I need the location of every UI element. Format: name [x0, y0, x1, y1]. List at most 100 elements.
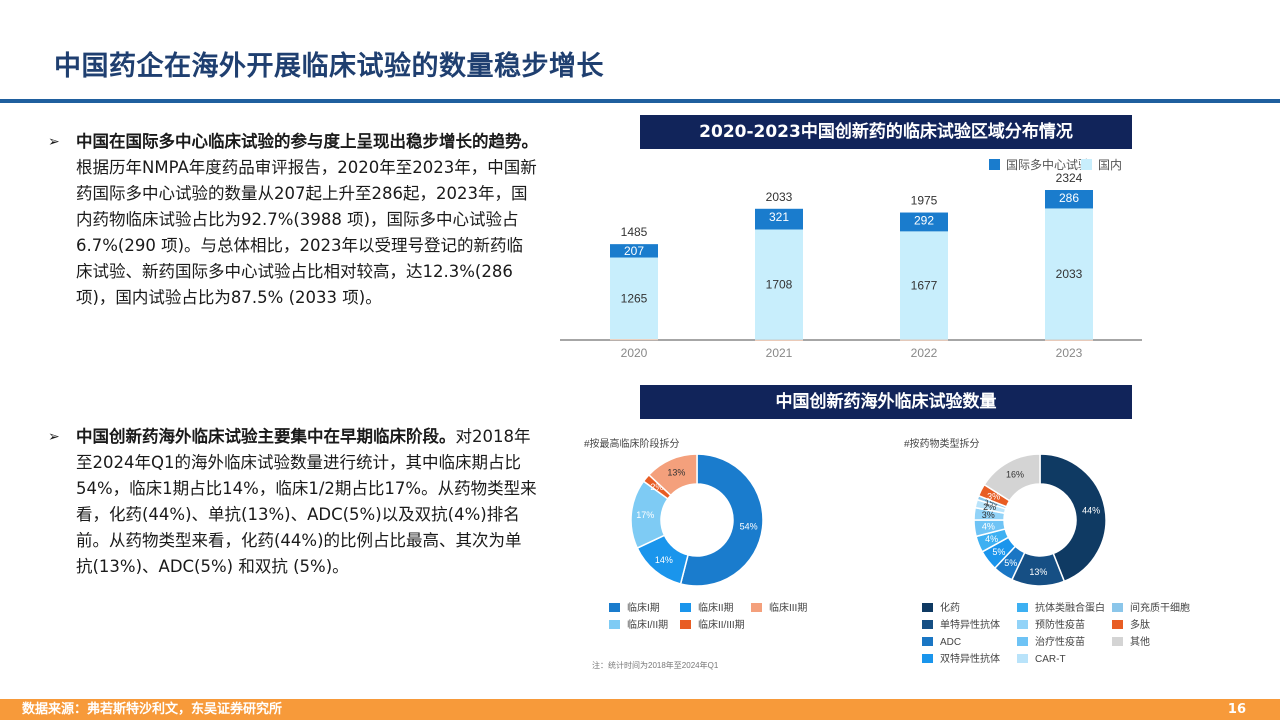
bar-segment: [1045, 208, 1093, 340]
paragraph-trials-trend: ➢ 中国在国际多中心临床试验的参与度上呈现出稳步增长的趋势。根据历年NMPA年度…: [48, 129, 538, 311]
legend-swatch: [1081, 159, 1092, 170]
legend-swatch: [1017, 637, 1028, 646]
data-label: 292: [914, 214, 934, 228]
legend-swatch: [1112, 637, 1123, 646]
slice-label: 2%: [650, 482, 663, 492]
paragraph-text: 根据历年NMPA年度药品审评报告，2020年至2023年，中国新药国际多中心试验…: [76, 158, 537, 307]
slice-label: 4%: [985, 534, 998, 544]
total-label: 1485: [621, 225, 648, 239]
legend-swatch: [1112, 620, 1123, 629]
donut-chart-phase: #按最高临床阶段拆分 54% 14% 17% 2% 13% 临床I期 临床II期 临床III期临…: [584, 437, 807, 670]
legend-label: 单特异性抗体: [940, 618, 1000, 631]
slice-label: 54%: [740, 522, 758, 532]
legend-swatch: [1017, 603, 1028, 612]
legend-label: 其他: [1130, 635, 1150, 648]
legend-swatch: [680, 603, 691, 612]
legend-swatch: [1017, 620, 1028, 629]
donut-slice: [983, 453, 1041, 502]
slice-label: 5%: [992, 547, 1005, 557]
data-label: 1265: [621, 291, 648, 305]
bullet-arrow-icon: ➢: [48, 429, 60, 445]
bar-segment: [610, 257, 658, 340]
legend-swatch: [922, 654, 933, 663]
bar-segment: [900, 212, 948, 232]
legend-label: 多肽: [1130, 618, 1150, 631]
legend-label: 国内: [1098, 158, 1122, 172]
legend-swatch: [609, 620, 620, 629]
slice-label: 16%: [1006, 469, 1024, 479]
slice-label: 1%: [985, 497, 998, 507]
stacked-bar-chart: 国际多中心试验国内其他13126520714852020417083212033…: [560, 157, 1142, 360]
legend-label: CAR-T: [1035, 654, 1066, 665]
slice-label: 17%: [636, 510, 654, 520]
legend-label: 临床I期: [627, 601, 660, 614]
legend-label: 化药: [940, 601, 960, 614]
legend-label: 双特异性抗体: [940, 652, 1000, 665]
data-label: 321: [769, 210, 789, 224]
paragraph-body: 中国在国际多中心临床试验的参与度上呈现出稳步增长的趋势。根据历年NMPA年度药品…: [76, 129, 538, 311]
x-tick-label: 2020: [621, 346, 648, 360]
chart1-title-banner: 2020-2023中国创新药的临床试验区域分布情况: [640, 115, 1132, 149]
data-label: 1677: [911, 278, 938, 292]
data-label: 286: [1059, 191, 1079, 205]
slice-label: 4%: [982, 522, 995, 532]
legend-label: 临床III期: [769, 601, 807, 614]
footer-bar: 数据来源：弗若斯特沙利文，东吴证券研究所 16: [0, 699, 1280, 720]
legend-label: 治疗性疫苗: [1035, 635, 1085, 648]
legend-label: 预防性疫苗: [1035, 618, 1085, 631]
slice-label: 14%: [655, 555, 673, 565]
data-label: 207: [624, 244, 644, 258]
bar-segment: [755, 339, 803, 341]
paragraph-body: 中国创新药海外临床试验主要集中在早期临床阶段。对2018年至2024年Q1的海外…: [76, 424, 538, 580]
slice-label: 3%: [982, 510, 995, 520]
title-divider: [0, 99, 1280, 103]
paragraph-lead: 中国创新药海外临床试验主要集中在早期临床阶段。: [76, 427, 456, 446]
bar-segment: [1045, 339, 1093, 341]
donut-subtitle: #按药物类型拆分: [904, 437, 980, 450]
bar-segment: [1045, 190, 1093, 209]
legend-swatch: [922, 620, 933, 629]
paragraph-text: 对2018年至2024年Q1的海外临床试验数量进行统计，其中临床期占比54%，临…: [76, 427, 537, 576]
legend-label: 间充质干细胞: [1130, 601, 1190, 614]
bar-segment: [900, 339, 948, 341]
bullet-arrow-icon: ➢: [48, 134, 60, 150]
legend-swatch: [751, 603, 762, 612]
bar-segment: [610, 244, 658, 258]
chart-note: 注：统计时间为2018年至2024年Q1: [592, 660, 719, 670]
bar-segment: [900, 231, 948, 340]
donut-subtitle: #按最高临床阶段拆分: [584, 437, 680, 450]
bar-segment: [610, 339, 658, 341]
x-tick-label: 2023: [1056, 346, 1083, 360]
data-label: 1708: [766, 278, 793, 292]
legend-label: 抗体类融合蛋白: [1035, 601, 1105, 614]
slice-label: 5%: [1004, 558, 1017, 568]
total-label: 2033: [766, 190, 793, 204]
legend-swatch: [922, 603, 933, 612]
slice-label: 13%: [667, 467, 685, 477]
chart2-title-banner: 中国创新药海外临床试验数量: [640, 385, 1132, 419]
total-label: 1975: [911, 194, 938, 208]
legend-label: 临床I/II期: [627, 618, 668, 631]
paragraph-lead: 中国在国际多中心临床试验的参与度上呈现出稳步增长的趋势。: [76, 132, 538, 151]
donut-slice: [679, 453, 764, 587]
slice-label: 13%: [1029, 567, 1047, 577]
legend-swatch: [922, 637, 933, 646]
data-source: 数据来源：弗若斯特沙利文，东吴证券研究所: [22, 702, 283, 717]
bar-segment: [755, 208, 803, 230]
data-label: 2033: [1056, 267, 1083, 281]
legend-label: ADC: [940, 637, 961, 648]
legend-label: 临床II/III期: [698, 618, 745, 631]
bar-segment: [755, 229, 803, 340]
x-tick-label: 2021: [766, 346, 793, 360]
slice-label: 44%: [1082, 505, 1100, 515]
legend-swatch: [1017, 654, 1028, 663]
legend-label: 国际多中心试验: [1006, 157, 1090, 172]
legend-label: 临床II期: [698, 601, 734, 614]
page-number: 16: [1227, 702, 1246, 717]
legend-swatch: [609, 603, 620, 612]
slice-label: 3%: [987, 491, 1000, 501]
page-title: 中国药企在海外开展临床试验的数量稳步增长: [54, 51, 604, 82]
legend-swatch: [1112, 603, 1123, 612]
legend-swatch: [680, 620, 691, 629]
